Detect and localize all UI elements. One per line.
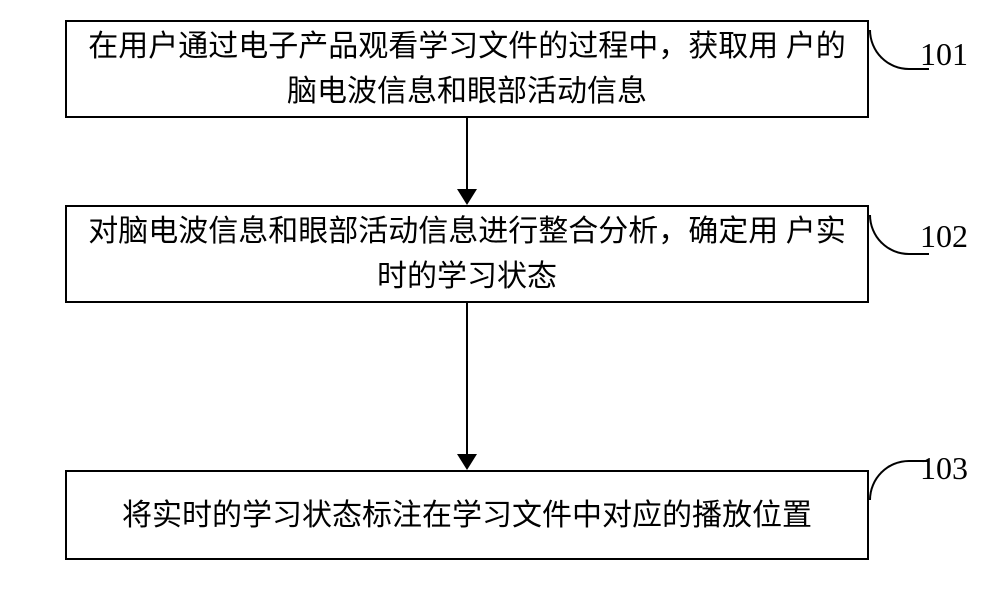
flow-step-101: 在用户通过电子产品观看学习文件的过程中，获取用 户的脑电波信息和眼部活动信息 bbox=[65, 20, 869, 118]
arrow-head-icon bbox=[457, 189, 477, 205]
flow-step-label: 101 bbox=[920, 36, 968, 73]
flow-step-text: 将实时的学习状态标注在学习文件中对应的播放位置 bbox=[122, 493, 812, 538]
flow-step-label: 103 bbox=[920, 450, 968, 487]
flowchart-container: 在用户通过电子产品观看学习文件的过程中，获取用 户的脑电波信息和眼部活动信息 1… bbox=[0, 0, 1000, 593]
flow-arrow bbox=[466, 118, 468, 189]
flow-arrow bbox=[466, 303, 468, 454]
flow-step-102: 对脑电波信息和眼部活动信息进行整合分析，确定用 户实时的学习状态 bbox=[65, 205, 869, 303]
arrow-head-icon bbox=[457, 454, 477, 470]
flow-step-text: 对脑电波信息和眼部活动信息进行整合分析，确定用 户实时的学习状态 bbox=[83, 209, 851, 299]
flow-step-label: 102 bbox=[920, 218, 968, 255]
flow-step-103: 将实时的学习状态标注在学习文件中对应的播放位置 bbox=[65, 470, 869, 560]
flow-step-text: 在用户通过电子产品观看学习文件的过程中，获取用 户的脑电波信息和眼部活动信息 bbox=[83, 24, 851, 114]
